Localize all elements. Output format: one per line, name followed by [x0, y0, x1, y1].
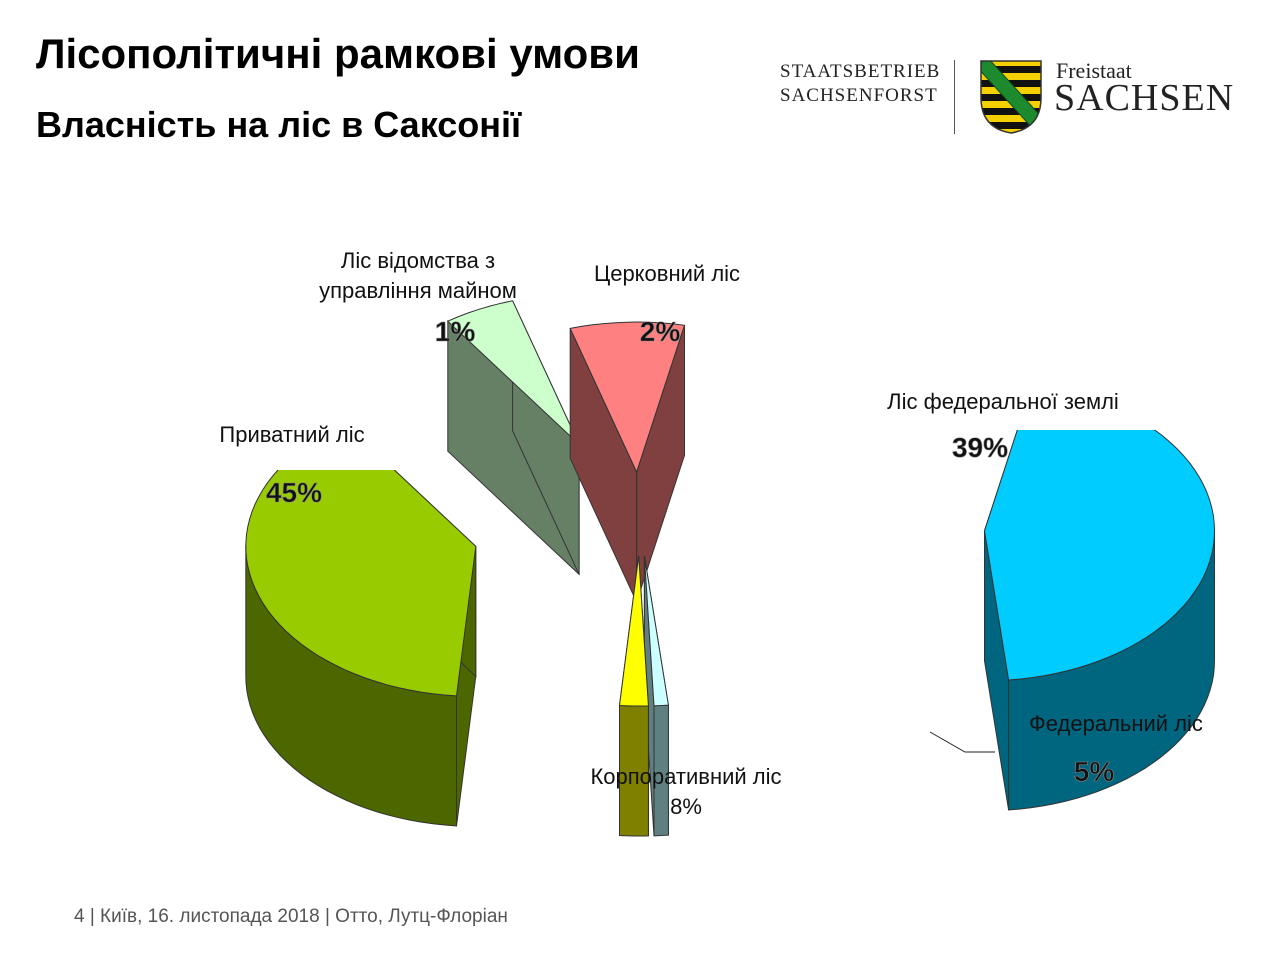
- slice-value-3: 39%: [952, 432, 1008, 463]
- pie-slice-top-2: [618, 555, 649, 707]
- pie-slice-5: [569, 321, 686, 603]
- pie-slice-2: [618, 555, 649, 837]
- pie-slice-3: [245, 422, 477, 827]
- pie-slice-4: [446, 300, 580, 576]
- leader-line-federal: [929, 731, 995, 753]
- page-title: Лісополітичні рамкові умови: [36, 30, 640, 77]
- org-name-line1: STAATSBETRIEB: [780, 61, 941, 82]
- logo-freistaat: Freistaat: [1056, 58, 1132, 83]
- logo-divider: [954, 60, 955, 134]
- slice-value-5: 8%: [670, 794, 702, 819]
- logo-sachsen: SACHSEN: [1054, 77, 1235, 119]
- slice-label-0: Приватний ліс: [219, 422, 364, 447]
- page-subtitle: Власність на ліс в Саксонії: [36, 104, 522, 145]
- slice-label-2: Церковний ліс: [594, 261, 740, 286]
- slice-label-3: Ліс федеральної землі: [887, 389, 1119, 414]
- slice-value-4: 5%: [1074, 756, 1115, 787]
- pie-slice-top-1: [643, 555, 669, 707]
- slice-label-box-3: [842, 380, 1164, 430]
- org-name-line2: SACHSENFORST: [780, 85, 938, 106]
- slice-value-2: 2%: [640, 316, 681, 347]
- slice-label-box-0: [186, 420, 398, 470]
- slice-value-0: 45%: [266, 477, 322, 508]
- footer-text: 4 | Київ, 16. листопада 2018 | Отто, Лут…: [74, 906, 508, 927]
- slice-label-1-line1: управління майном: [319, 278, 517, 303]
- slice-label-1-line0: Ліс відомства з: [341, 248, 495, 273]
- pie-slice-top-5: [569, 321, 686, 474]
- saxony-coat-of-arms-icon: [980, 60, 1042, 134]
- slice-label-4: Федеральний ліс: [1029, 711, 1203, 736]
- org-name: STAATSBETRIEB SACHSENFORST: [780, 60, 940, 108]
- pie-slice-1: [643, 555, 669, 837]
- slice-value-1: 1%: [435, 316, 476, 347]
- pie-slice-0: [983, 383, 1216, 811]
- pie-slice-top-4: [446, 300, 580, 445]
- slice-label-5: Корпоративний ліс: [590, 764, 781, 789]
